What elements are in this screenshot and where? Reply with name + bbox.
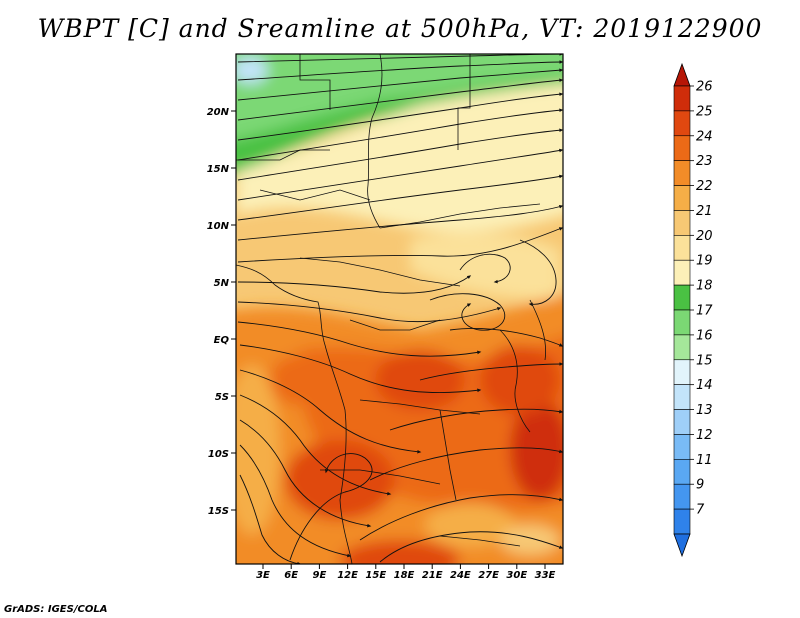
- colorbar-segment: [673, 110, 691, 137]
- lon-label: 21E: [422, 570, 443, 581]
- colorbar-label: 20: [696, 229, 713, 244]
- lon-label: 27E: [478, 570, 499, 581]
- colorbar-segment: [673, 384, 691, 410]
- streamlines: [237, 54, 563, 564]
- lon-label: 9E: [313, 570, 327, 581]
- colorbar-segment: [673, 459, 691, 485]
- lon-label: 12E: [337, 570, 358, 581]
- colorbar-segment: [673, 85, 691, 112]
- lat-label: 15S: [208, 506, 229, 517]
- colorbar-segment: [673, 483, 691, 510]
- colorbar-segment: [673, 309, 691, 336]
- colorbar-segment: [673, 259, 691, 286]
- colorbar-label: 25: [696, 104, 713, 119]
- colorbar-label: 15: [696, 353, 713, 368]
- lon-label: 3E: [256, 570, 270, 581]
- map-panel: 20N 15N 10N 5N EQ 5S 10S 15S 3E 6E 9E 12E 15E 18E 21E…: [207, 53, 564, 581]
- lon-label: 15E: [365, 570, 386, 581]
- colorbar-segment: [673, 135, 691, 161]
- colorbar-upper-triangle: [673, 62, 691, 87]
- lon-label: 24E: [450, 570, 471, 581]
- colorbar-segment: [673, 434, 691, 460]
- colorbar-label: 13: [696, 403, 713, 418]
- lat-label: 20N: [207, 107, 230, 118]
- colorbar-segment: [673, 235, 691, 261]
- colorbar-segment: [673, 409, 691, 435]
- colorbar-segment: [673, 210, 691, 236]
- colorbar-label: 7: [696, 503, 705, 518]
- lat-label: 5N: [214, 278, 230, 289]
- map-frame: [235, 53, 564, 565]
- colorbar-label: 26: [696, 80, 713, 95]
- colorbar-label: 17: [696, 304, 713, 319]
- colorbar-label: 16: [696, 328, 713, 343]
- colorbar-label: 9: [696, 478, 704, 493]
- footer-credit: GrADS: IGES/COLA: [4, 604, 108, 615]
- lat-label: 15N: [207, 164, 230, 175]
- colorbar-label: 23: [696, 154, 713, 169]
- colorbar-segment: [673, 359, 691, 385]
- longitude-axis: 3E 6E 9E 12E 15E 18E 21E 24E 27E 30E 33E: [256, 564, 556, 581]
- lon-label: 6E: [284, 570, 298, 581]
- lat-label: 10S: [208, 449, 229, 460]
- colorbar-segment: [673, 508, 691, 535]
- wbpt-field: [236, 54, 563, 564]
- colorbar: 26 25 24 23 22 21 20 19 18 17 16 15 14 13 12 11 9 7: [673, 62, 713, 558]
- colorbar-lower-triangle: [673, 533, 691, 558]
- latitude-axis: 20N 15N 10N 5N EQ 5S 10S 15S: [207, 107, 236, 517]
- lon-label: 30E: [506, 570, 527, 581]
- colorbar-label: 21: [696, 204, 713, 219]
- colorbar-label: 14: [696, 378, 713, 393]
- colorbar-label: 22: [696, 179, 713, 194]
- colorbar-label: 12: [696, 428, 713, 443]
- lat-label: 5S: [215, 392, 229, 403]
- colorbar-label: 19: [696, 254, 713, 269]
- country-boundaries: [236, 54, 547, 564]
- colorbar-segment: [673, 160, 691, 186]
- colorbar-label: 11: [696, 453, 713, 468]
- colorbar-label: 18: [696, 279, 713, 294]
- colorbar-label: 24: [696, 129, 713, 144]
- lat-label: EQ: [214, 335, 230, 346]
- lat-label: 10N: [207, 221, 230, 232]
- colorbar-segment: [673, 284, 691, 311]
- page-title: WBPT [C] and Sreamline at 500hPa, VT: 20…: [37, 14, 763, 43]
- lon-label: 18E: [394, 570, 415, 581]
- lon-label: 33E: [535, 570, 556, 581]
- colorbar-segment: [673, 334, 691, 361]
- colorbar-segment: [673, 185, 691, 211]
